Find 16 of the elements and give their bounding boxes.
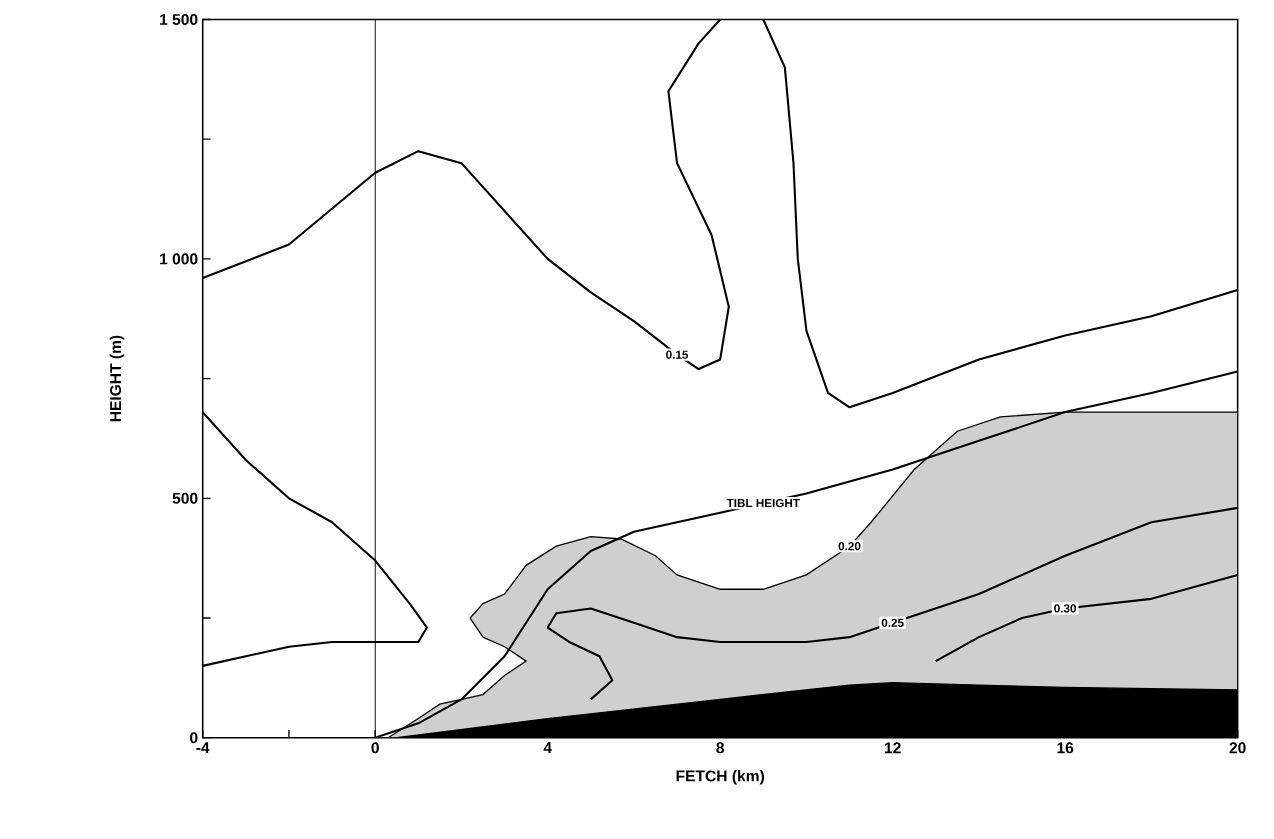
x-tick-label: 0 <box>371 742 379 754</box>
x-tick-label: 8 <box>716 742 725 754</box>
line-series <box>546 506 1238 701</box>
y-axis-title: HEIGHT (m) <box>109 335 125 422</box>
x-tick-label: 20 <box>1229 742 1246 754</box>
annotation: TIBL HEIGHT <box>726 498 800 508</box>
line-series <box>934 573 1238 663</box>
x-tick-label: 4 <box>543 742 552 753</box>
x-tick-label: 16 <box>1057 742 1074 754</box>
y-tick-label: 0 <box>190 732 198 744</box>
x-tick-label: -4 <box>196 742 210 753</box>
x-axis-title: FETCH (km) <box>676 770 764 785</box>
y-tick-label: 1 000 <box>160 253 198 265</box>
y-tick-label: 500 <box>172 492 198 504</box>
y-tick-label: 1 500 <box>160 13 198 25</box>
x-tick-label: 12 <box>884 742 901 754</box>
